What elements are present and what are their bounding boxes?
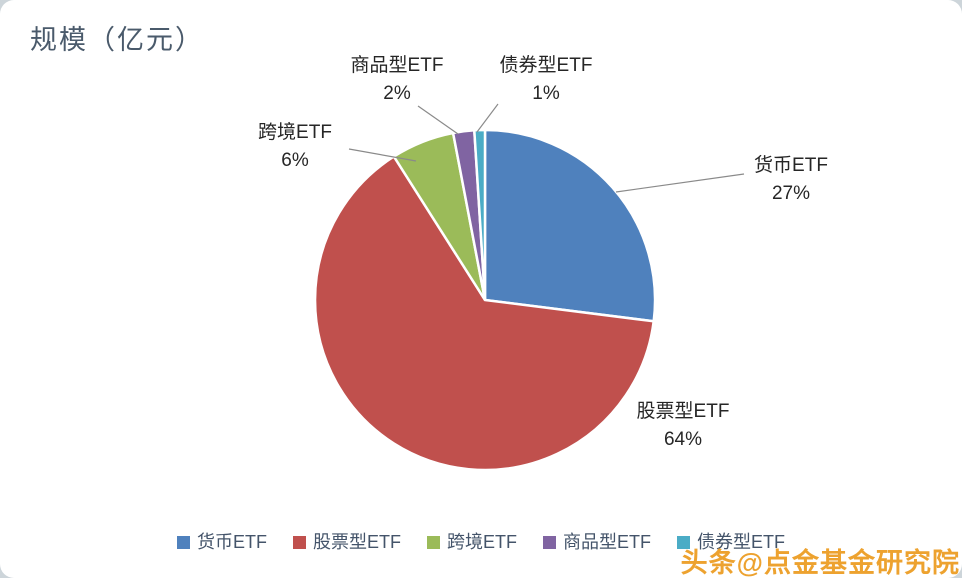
legend-swatch-icon <box>427 535 440 549</box>
pie-label-name: 股票型ETF <box>636 401 730 422</box>
pie-label-name: 货币ETF <box>754 155 828 176</box>
leader-line-2 <box>417 105 459 135</box>
legend-swatch-icon <box>177 535 190 549</box>
pie-slice-1 <box>313 154 656 472</box>
pie-label-name: 商品型ETF <box>350 55 444 76</box>
legend-label: 商品型ETF <box>563 532 651 552</box>
legend-item-4: 债券型ETF <box>677 528 785 554</box>
legend-swatch-icon <box>677 535 690 549</box>
pie-label-percent: 1% <box>532 83 560 104</box>
pie-label-percent: 6% <box>281 150 309 171</box>
pie-label-commodity-etf: 商品型ETF 2% <box>332 52 462 108</box>
legend-label: 债券型ETF <box>697 532 785 552</box>
legend-item-1: 股票型ETF <box>293 528 401 554</box>
pie-label-percent: 64% <box>663 429 703 450</box>
legend-swatch-icon <box>293 535 306 549</box>
pie-slice-4 <box>472 128 487 301</box>
pie-label-name: 债券型ETF <box>499 55 593 76</box>
legend: 货币ETF 股票型ETF 跨境ETF 商品型ETF 债券型ETF <box>0 528 962 554</box>
chart-title: 规模（亿元） <box>30 25 204 55</box>
pie-label-stock-etf: 股票型ETF 64% <box>618 398 748 454</box>
legend-item-3: 商品型ETF <box>543 528 651 554</box>
legend-label: 股票型ETF <box>313 532 401 552</box>
pie-label-name: 跨境ETF <box>258 122 332 143</box>
watermark: 头条@点金基金研究院 <box>680 548 960 578</box>
leader-line-0 <box>615 173 745 193</box>
leader-line-1 <box>348 148 417 162</box>
pie-label-percent: 27% <box>771 183 811 204</box>
legend-label: 货币ETF <box>197 532 267 552</box>
pie-slice-0 <box>483 128 657 323</box>
legend-label: 跨境ETF <box>447 532 517 552</box>
pie-label-percent: 2% <box>383 83 411 104</box>
pie-label-crossborder-etf: 跨境ETF 6% <box>230 119 360 175</box>
legend-swatch-icon <box>543 535 556 549</box>
pie-label-bond-etf: 债券型ETF 1% <box>481 52 611 108</box>
leader-line-3 <box>476 103 499 133</box>
pie-label-money-etf: 货币ETF 27% <box>726 152 856 208</box>
legend-item-0: 货币ETF <box>177 528 267 554</box>
legend-item-2: 跨境ETF <box>427 528 517 554</box>
